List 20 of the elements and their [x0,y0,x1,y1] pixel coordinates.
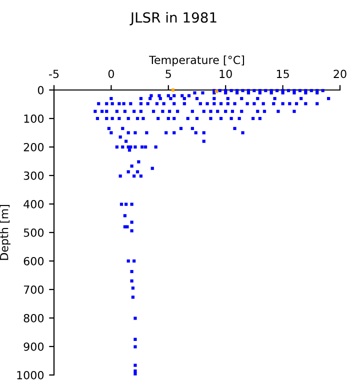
y-tick-label: 700 [24,285,44,294]
x-tick-label: 15 [276,70,289,78]
x-tick-label: 10 [220,70,232,78]
y-tick-label: 1000 [17,370,44,380]
x-axis-title: Temperature [°C] [149,56,244,66]
y-axis-title: Depth [m] [0,205,10,260]
y-tick-label: 600 [24,256,44,266]
chart-title: JLSR in 1981 [130,12,216,26]
y-tick-label: 300 [24,171,44,180]
y-tick-label: 200 [24,142,44,152]
y-tick-label: 800 [24,314,44,322]
y-tick-label: 500 [24,228,44,237]
y-tick-label: 100 [24,114,44,123]
x-tick-label: 0 [108,70,114,78]
x-tick-label: -5 [49,70,59,78]
y-tick-label: 0 [38,86,44,94]
x-tick-label: 20 [334,70,346,78]
x-tick-label: 5 [166,70,171,78]
y-tick-label: 400 [24,200,44,208]
y-tick-label: 900 [24,342,44,351]
